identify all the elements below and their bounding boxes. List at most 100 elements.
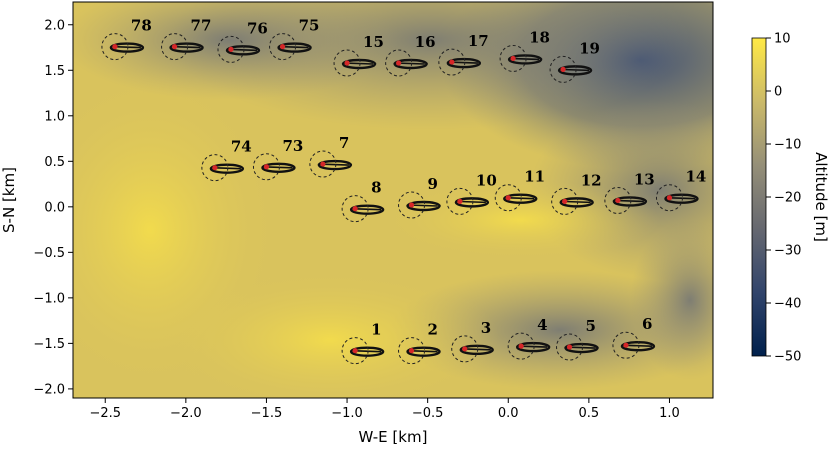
y-axis: 2.0 1.5 1.0 0.5 0.0 −0.5 −1.0 −1.5 −2.0	[33, 18, 73, 397]
trajectory-loop	[454, 197, 490, 208]
station-point	[396, 60, 402, 66]
colorbar-tick-label: −30	[774, 244, 801, 259]
station-7	[309, 150, 353, 178]
trajectory-loop	[557, 65, 593, 76]
station-label: 7	[339, 134, 349, 152]
station-point	[510, 55, 516, 62]
station-radius-circle	[612, 331, 640, 359]
trajectory-loop	[503, 193, 538, 204]
colorbar-tick-label: −40	[774, 297, 801, 312]
station-77	[161, 33, 204, 61]
station-74	[201, 154, 245, 182]
station-point	[171, 44, 178, 50]
station-3	[451, 335, 494, 363]
trajectory-loop	[406, 346, 441, 357]
trajectory-loop	[564, 342, 599, 354]
station-13	[604, 186, 648, 214]
altitude-contour-field	[73, 2, 713, 398]
colorbar-tick-label: −10	[774, 138, 801, 153]
station-6	[612, 331, 656, 359]
station-label: 1	[371, 321, 381, 339]
station-76	[217, 35, 261, 63]
station-radius-circle	[201, 154, 229, 182]
station-78	[101, 33, 145, 61]
y-tick-label: −1.5	[33, 337, 65, 352]
station-point	[562, 198, 568, 204]
y-tick-label: −0.5	[33, 246, 65, 261]
station-label: 19	[579, 39, 600, 57]
station-point	[462, 346, 468, 352]
station-radius-circle	[252, 153, 280, 181]
station-point	[344, 60, 350, 66]
station-2	[398, 337, 441, 365]
y-tick-label: 2.0	[44, 18, 65, 33]
station-point	[449, 59, 455, 65]
station-radius-circle	[551, 187, 579, 215]
station-label: 4	[537, 316, 547, 334]
station-label: 9	[428, 175, 438, 193]
y-tick-label: 0.5	[44, 155, 65, 170]
station-radius-circle	[269, 33, 297, 61]
x-axis-label: W-E [km]	[359, 428, 428, 446]
trajectory-loop	[406, 200, 441, 212]
trajectory-loop	[341, 58, 377, 70]
x-tick-label: −0.5	[412, 406, 444, 421]
x-tick-label: 1.0	[659, 406, 680, 421]
trajectory-loop	[349, 346, 385, 357]
station-radius-circle	[398, 191, 426, 219]
station-label: 17	[468, 32, 489, 50]
trajectory-loop	[507, 54, 543, 65]
station-radius-circle	[309, 150, 337, 178]
station-14	[655, 184, 699, 212]
colorbar-ticks: 10 0 −10 −20 −30 −40 −50	[766, 32, 801, 365]
station-radius-circle	[507, 332, 535, 360]
station-8	[341, 195, 385, 223]
x-axis: −2.5 −2.0 −1.5 −1.0 −0.5 0.0 0.5 1.0	[89, 398, 680, 421]
station-label: 14	[685, 168, 706, 186]
trajectory-loop	[109, 42, 145, 53]
station-label: 2	[428, 321, 438, 339]
station-radius-circle	[217, 35, 245, 63]
station-label: 78	[131, 17, 152, 35]
x-tick-label: 0.0	[498, 406, 519, 421]
colorbar-gradient	[751, 37, 767, 357]
x-tick-label: −1.5	[251, 406, 283, 421]
station-point	[505, 195, 511, 201]
station-73	[252, 153, 296, 181]
trajectory-loop	[209, 163, 245, 174]
station-point	[263, 164, 270, 170]
station-label: 16	[415, 33, 436, 51]
station-radius-circle	[549, 55, 577, 83]
trajectory-loop	[393, 58, 428, 70]
station-radius-circle	[494, 184, 522, 212]
station-label: 11	[524, 168, 545, 186]
station-point	[566, 344, 573, 350]
station-radius-circle	[655, 184, 683, 212]
station-point	[408, 202, 415, 208]
y-axis-label: S-N [km]	[0, 167, 18, 233]
station-radius-circle	[101, 33, 129, 61]
y-tick-label: −1.0	[33, 291, 65, 306]
station-point	[320, 161, 326, 167]
station-label: 10	[476, 171, 497, 189]
colorbar: 10 0 −10 −20 −30 −40 −50 Altitude [m]	[751, 32, 830, 365]
station-radius-circle	[556, 333, 584, 361]
station-point	[352, 206, 358, 212]
trajectory-loop	[277, 42, 312, 53]
x-tick-label: −2.0	[170, 406, 202, 421]
y-tick-label: −2.0	[33, 382, 65, 397]
station-radius-circle	[499, 44, 527, 72]
station-75	[269, 33, 312, 61]
station-radius-circle	[604, 186, 632, 214]
station-radius-circle	[341, 337, 369, 365]
trajectory-loop	[317, 159, 353, 171]
station-radius-circle	[341, 195, 369, 223]
trajectory-loop	[349, 204, 385, 215]
station-16	[385, 49, 428, 77]
station-label: 15	[363, 33, 384, 51]
station-1	[341, 337, 385, 365]
station-point	[615, 197, 621, 204]
plot-area-frame	[72, 1, 714, 399]
station-label: 18	[529, 28, 550, 46]
colorbar-tick-label: −50	[774, 350, 801, 365]
